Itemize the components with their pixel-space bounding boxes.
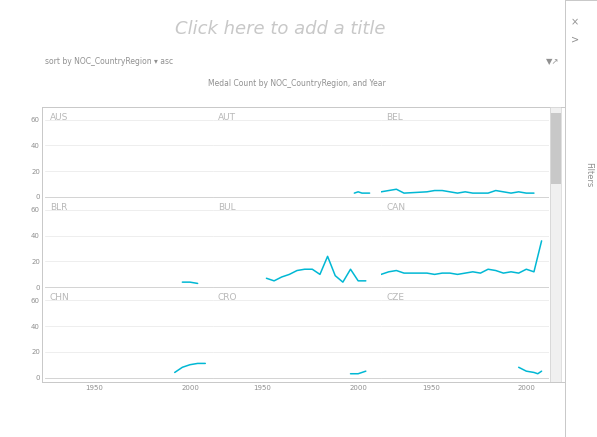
Text: AUT: AUT [218,113,236,122]
Text: ×: × [571,17,579,28]
Text: Click here to add a title: Click here to add a title [176,20,386,38]
Text: Medal Count by NOC_CountryRegion, and Year: Medal Count by NOC_CountryRegion, and Ye… [208,79,386,88]
Text: BUL: BUL [218,203,236,212]
Text: >: > [571,35,579,45]
Text: CAN: CAN [386,203,405,212]
Text: CZE: CZE [386,294,404,302]
Text: Filters: Filters [584,162,593,187]
Bar [551,113,561,184]
Text: sort by NOC_CountryRegion ▾ asc: sort by NOC_CountryRegion ▾ asc [45,57,173,66]
Text: ▼↗: ▼↗ [546,57,559,66]
Text: CHN: CHN [50,294,70,302]
Text: BEL: BEL [386,113,403,122]
Text: CRO: CRO [218,294,238,302]
Text: AUS: AUS [50,113,68,122]
Text: BLR: BLR [50,203,67,212]
